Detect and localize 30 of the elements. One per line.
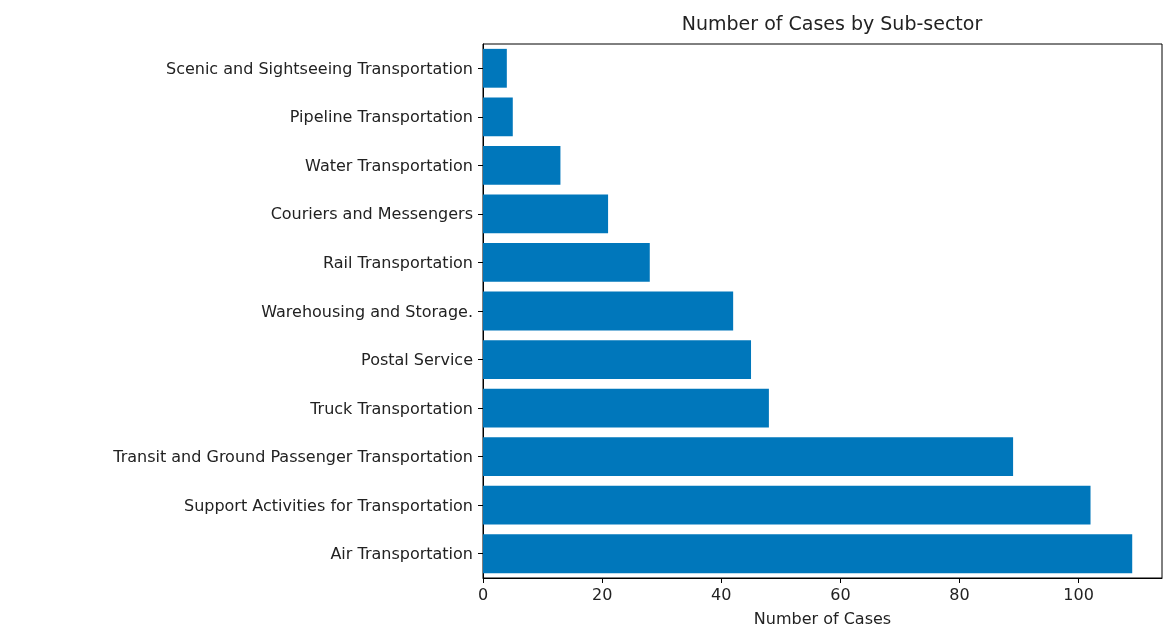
y-tick-label: Rail Transportation	[322, 252, 473, 272]
y-tick-label: Scenic and Sightseeing Transportation	[165, 58, 473, 78]
bar	[483, 194, 609, 234]
y-tick-label: Transit and Ground Passenger Transportation	[112, 447, 473, 467]
x-tick-label: 100	[1063, 584, 1094, 604]
x-tick-label: 60	[830, 584, 851, 604]
y-tick-label: Air Transportation	[330, 544, 473, 564]
y-tick-label: Pipeline Transportation	[289, 107, 473, 127]
bar	[483, 145, 561, 185]
x-tick-label: 80	[949, 584, 970, 604]
bar	[483, 291, 734, 331]
y-tick-label: Warehousing and Storage.	[261, 301, 473, 321]
bar	[483, 243, 650, 282]
bar	[483, 97, 513, 137]
y-tick-label: Support Activities for Transportation	[183, 495, 473, 515]
y-tick-label: Truck Transportation	[309, 398, 473, 418]
bar	[483, 534, 1133, 574]
bar	[483, 485, 1091, 525]
bar	[483, 437, 1014, 477]
bar	[483, 340, 752, 379]
y-tick-label: Couriers and Messengers	[270, 204, 473, 224]
x-tick-label: 20	[591, 584, 613, 604]
bar	[483, 48, 507, 88]
x-tick-label: 40	[711, 584, 732, 604]
bar	[483, 388, 769, 428]
y-tick-label: Postal Service	[361, 350, 473, 370]
x-tick-label: 0	[477, 584, 489, 604]
y-tick-label: Water Transportation	[305, 155, 473, 175]
chart-title: Number of Cases by Sub-sector	[681, 11, 983, 34]
x-axis-title: Number of Cases	[753, 608, 892, 628]
